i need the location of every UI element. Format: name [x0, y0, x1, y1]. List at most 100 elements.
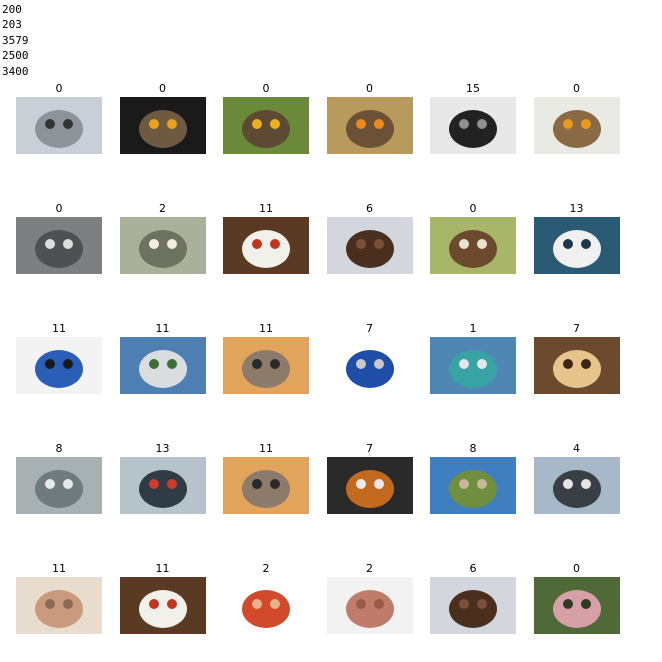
thumbnail-image [430, 97, 516, 154]
cell-label: 6 [469, 562, 477, 575]
cell-label: 8 [469, 442, 477, 455]
landscape-icon [430, 457, 516, 514]
grid-cell: 11 [16, 322, 102, 394]
grid-cell: 0 [533, 562, 620, 634]
thumbnail-image [430, 337, 516, 394]
racket-icon [16, 337, 102, 394]
output-line: 3579 [2, 33, 29, 47]
thumbnail-image [16, 457, 102, 514]
cell-label: 0 [55, 202, 63, 215]
cell-label: 11 [155, 322, 170, 335]
grid-cell: 0 [223, 82, 309, 154]
cell-label: 0 [366, 82, 373, 95]
thumbnail-image [430, 217, 516, 274]
cell-label: 13 [569, 202, 584, 215]
thumbnail-image [119, 457, 206, 514]
grid-cell: 6 [430, 562, 516, 634]
baseball-icon [223, 217, 309, 274]
owl-icon [223, 97, 309, 154]
skater-icon [223, 337, 309, 394]
cell-label: 7 [366, 442, 373, 455]
grid-cell: 7 [533, 322, 620, 394]
grid-cell: 11 [223, 442, 309, 514]
thumbnail-image [16, 97, 102, 154]
thumbnail-image [16, 577, 102, 634]
cell-label: 0 [262, 82, 270, 95]
truck-icon [533, 457, 620, 514]
thumbnail-image [326, 577, 413, 634]
cell-label: 0 [159, 82, 166, 95]
output-line: 3400 [2, 64, 29, 78]
crocodile-icon [119, 217, 206, 274]
thumbnail-image [533, 457, 620, 514]
thumbnail-image [119, 97, 206, 154]
grid-cell: 0 [16, 202, 102, 274]
thumbnail-image [326, 457, 413, 514]
cell-label: 11 [259, 202, 273, 215]
cell-label: 0 [469, 202, 477, 215]
cell-label: 4 [573, 442, 580, 455]
baseball-icon [119, 577, 206, 634]
owl-icon [533, 97, 620, 154]
mountain-icon [16, 457, 102, 514]
thumbnail-image [119, 337, 206, 394]
submarine-icon [119, 457, 206, 514]
grid-cell: 2 [119, 202, 206, 274]
penguin-icon [16, 217, 102, 274]
thumbnail-image [326, 217, 413, 274]
thumbnail-image [223, 217, 309, 274]
output-line: 200 [2, 3, 22, 16]
cell-label: 11 [259, 322, 273, 335]
cell-label: 8 [55, 442, 63, 455]
cat-icon [430, 97, 516, 154]
grid-cell: 8 [430, 442, 516, 514]
tennis-icon [119, 337, 206, 394]
cell-label: 0 [573, 82, 580, 95]
owl-icon [119, 97, 206, 154]
grid-cell: 4 [533, 442, 620, 514]
grid-cell: 0 [533, 82, 620, 154]
thumbnail-image [223, 97, 309, 154]
cell-label: 2 [262, 562, 270, 575]
thumbnail-image [16, 217, 102, 274]
guitar-icon [533, 337, 620, 394]
owl-icon [326, 97, 413, 154]
grid-cell: 11 [223, 322, 309, 394]
bear-icon [430, 577, 516, 634]
grid-cell: 2 [223, 562, 309, 634]
cell-label: 13 [155, 442, 170, 455]
thumbnail-image [533, 217, 620, 274]
cell-label: 7 [573, 322, 580, 335]
grid-cell: 0 [119, 82, 206, 154]
cell-label: 1 [469, 322, 477, 335]
grid-cell: 0 [16, 82, 102, 154]
thumbnail-image [533, 97, 620, 154]
grid-cell: 13 [119, 442, 206, 514]
grid-cell: 0 [430, 202, 516, 274]
thumbnail-image [326, 97, 413, 154]
grid-cell: 8 [16, 442, 102, 514]
cell-label: 11 [259, 442, 273, 455]
cell-label: 7 [366, 322, 373, 335]
thumbnail-image [223, 457, 309, 514]
skater-icon [223, 457, 309, 514]
cell-label: 2 [366, 562, 373, 575]
cell-label: 6 [366, 202, 373, 215]
bear-icon [326, 217, 413, 274]
thumbnail-image [430, 457, 516, 514]
output-line: 203 [2, 18, 22, 32]
crayfish-icon [223, 577, 309, 634]
thumbnail-image [430, 577, 516, 634]
octopus-icon [326, 577, 413, 634]
sailboat-icon [533, 217, 620, 274]
grid-cell: 0 [326, 82, 413, 154]
output-line: 2500 [2, 49, 29, 63]
grid-cell: 11 [119, 562, 206, 634]
grid-cell: 11 [16, 562, 102, 634]
cell-label: 11 [52, 562, 66, 575]
thumbnail-grid: 0 0 0 0 15 0 0 2 11 6 0 13 11 11 11 7 1 7 8 13 11 7 8 4 11 11 2 2 6 0 [16, 82, 620, 634]
thumbnail-image [223, 577, 309, 634]
grid-cell: 7 [326, 442, 413, 514]
cell-label: 11 [155, 562, 170, 575]
grid-cell: 15 [430, 82, 516, 154]
